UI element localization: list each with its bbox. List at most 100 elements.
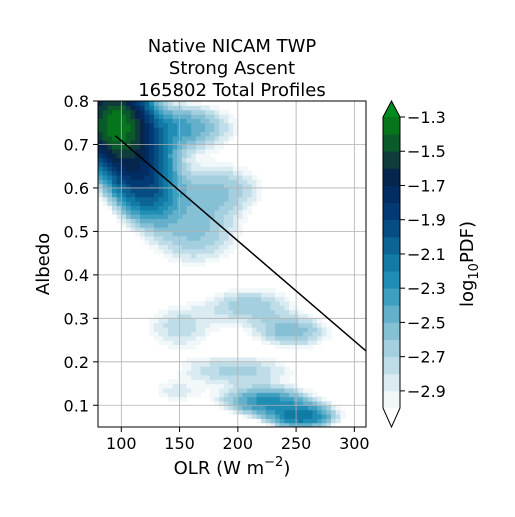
contour-cell-1383 [247,192,253,198]
contour-cell-306 [144,118,150,124]
contour-cell-1620 [284,300,290,306]
contour-cell-486 [167,383,174,389]
contour-cell-142 [121,153,127,159]
contour-cell-578 [172,135,178,141]
contour-cell-1225 [228,170,234,176]
contour-cell-738 [186,174,192,180]
contour-cell-551 [172,253,178,259]
contour-cell-1269 [233,187,239,193]
contour-cell-1347 [242,192,248,198]
colorbar-segment-10 [383,219,400,238]
contour-cell-17 [98,122,104,128]
contour-cell-1732 [317,413,323,419]
contour-cell-69 [107,109,113,115]
contour-cell-1740 [317,327,323,332]
contour-cell-1415 [251,200,258,206]
contour-cell-219 [135,214,141,219]
contour-cell-28 [102,179,108,185]
contour-cell-386 [153,114,160,119]
contour-cell-1059 [214,218,220,224]
contour-cell-191 [130,200,136,206]
contour-cell-115 [116,144,122,150]
contour-cell-1533 [270,313,276,319]
contour-cell-209 [130,122,136,128]
contour-cell-895 [200,231,206,237]
contour-cell-1401 [251,361,258,367]
contour-cell-1439 [256,327,262,332]
contour-cell-327 [149,192,155,198]
contour-cell-71 [107,101,113,106]
contour-cell-197 [130,174,136,180]
contour-cell-1491 [265,383,272,389]
contour-cell-335 [149,157,155,163]
contour-cell-59 [107,153,113,159]
contour-cell-648 [181,366,188,372]
contour-cell-390 [158,392,164,398]
contour-cell-652 [181,335,188,341]
contour-cell-1298 [237,296,244,302]
contour-cell-537 [172,387,178,393]
contour-cell-1412 [251,296,258,302]
contour-cell-1494 [265,370,272,376]
contour-cell-42 [102,118,108,124]
contour-cell-950 [205,218,211,224]
contour-cell-708 [186,340,192,346]
contour-cell-825 [195,331,202,337]
contour-cell-179 [125,122,132,128]
contour-cell-688 [181,140,188,146]
contour-cell-720 [186,253,192,259]
contour-cell-852 [195,179,202,185]
contour-cell-1612 [284,335,290,341]
contour-cell-792 [191,192,197,198]
contour-cell-1710 [307,335,313,341]
contour-cell-368 [153,192,160,198]
contour-cell-866 [195,118,202,124]
contour-cell-380 [153,140,160,146]
contour-cell-684 [181,157,188,163]
contour-cell-1639 [289,318,295,324]
contour-cell-1070 [214,170,220,176]
contour-cell-1039 [214,361,220,367]
contour-cell-1509 [265,292,272,298]
contour-cell-1322 [242,392,248,398]
contour-cell-350 [153,331,160,337]
contour-cell-724 [186,235,192,241]
contour-cell-1148 [223,318,230,324]
contour-cell-274 [139,114,146,119]
contour-cell-555 [172,235,178,241]
contour-cell-1528 [270,335,276,341]
contour-cell-1525 [270,361,276,367]
contour-cell-1017 [209,161,216,167]
contour-cell-885 [200,309,206,315]
contour-cell-719 [186,257,192,263]
contour-cell-204 [130,144,136,150]
contour-cell-571 [172,166,178,172]
contour-cell-1750 [321,335,327,341]
contour-cell-662 [181,253,188,259]
contour-cell-941 [205,257,211,263]
contour-cell-295 [144,166,150,172]
contour-cell-1602 [284,396,290,402]
contour-cell-1671 [298,392,304,398]
contour-cell-1179 [223,131,230,137]
contour-cell-585 [172,105,178,111]
contour-cell-438 [163,383,169,389]
contour-cell-184 [125,101,132,106]
contour-cell-1356 [247,405,253,411]
contour-cell-1001 [209,231,216,237]
contour-cell-801 [191,153,197,159]
contour-cell-901 [200,205,206,211]
contour-cell-1216 [228,209,234,215]
colorbar-segment-3 [383,339,400,358]
contour-cell-1311 [237,187,244,193]
contour-cell-1113 [219,214,225,219]
contour-cell-1355 [247,409,253,415]
contour-cell-1047 [214,300,220,306]
contour-cell-1172 [223,179,230,185]
contour-cell-1271 [233,179,239,185]
contour-cell-470 [163,153,169,159]
contour-cell-743 [186,153,192,159]
contour-cell-1095 [219,357,225,363]
contour-cell-925 [205,383,211,389]
contour-cell-1609 [284,366,290,372]
